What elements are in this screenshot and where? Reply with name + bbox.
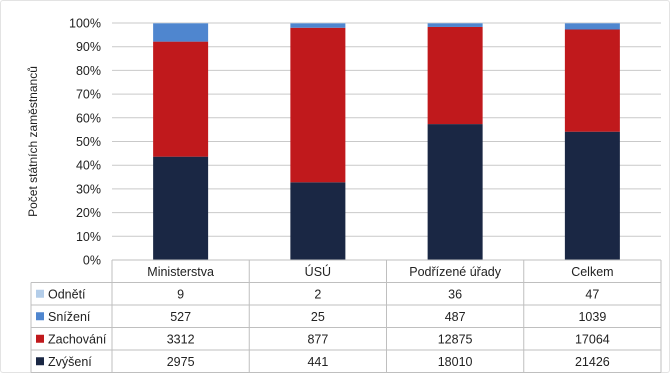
bar-segment: [290, 28, 345, 183]
data-value: 21426: [575, 355, 610, 369]
category-label: Celkem: [571, 265, 613, 279]
bar-segment: [290, 23, 345, 27]
data-value: 2: [314, 287, 321, 301]
legend-swatch: [36, 357, 44, 365]
bar-segment: [428, 23, 483, 27]
legend-label: Zachování: [48, 332, 107, 346]
y-axis: 0% 10% 20% 30% 40% 50% 60% 70% 80% 90% 100%: [69, 17, 101, 268]
y-tick-label: 20%: [76, 206, 101, 220]
category-label: Ministerstva: [147, 265, 214, 279]
data-value: 12875: [438, 332, 473, 346]
bar-segment: [565, 30, 620, 132]
data-value: 441: [307, 355, 328, 369]
legend-label: Snížení: [48, 310, 91, 324]
data-table: Ministerstva ÚSÚ Podřízené úřady Celkem Odně…: [31, 260, 661, 373]
y-tick-label: 60%: [76, 111, 101, 125]
y-tick-label: 70%: [76, 88, 101, 102]
y-tick-label: 100%: [69, 17, 101, 31]
y-tick-label: 90%: [76, 40, 101, 54]
bar-segment: [428, 124, 483, 260]
data-value: 36: [448, 287, 462, 301]
legend-swatch: [36, 312, 44, 320]
data-value: 527: [170, 310, 191, 324]
y-tick-label: 40%: [76, 159, 101, 173]
bar-segment: [153, 23, 208, 41]
y-axis-label: Počet státních zaměstnanců: [26, 66, 40, 217]
y-tick-label: 50%: [76, 135, 101, 149]
legend-swatch: [36, 335, 44, 343]
bar-segment: [565, 132, 620, 260]
y-tick-label: 30%: [76, 182, 101, 196]
y-tick-label: 10%: [76, 230, 101, 244]
category-label: Podřízené úřady: [409, 265, 501, 279]
data-value: 18010: [438, 355, 473, 369]
data-value: 9: [177, 287, 184, 301]
category-label: ÚSÚ: [305, 264, 331, 279]
legend-swatch: [36, 290, 44, 298]
data-value: 487: [445, 310, 466, 324]
bar-segment: [428, 27, 483, 124]
data-value: 47: [585, 287, 599, 301]
y-tick-label: 80%: [76, 64, 101, 78]
data-value: 3312: [167, 332, 195, 346]
bar-segment: [565, 23, 620, 29]
legend-label: Odnětí: [48, 287, 86, 301]
bar-segment: [153, 42, 208, 157]
data-value: 17064: [575, 332, 610, 346]
legend-label: Zvýšení: [48, 355, 92, 369]
y-tick-label: 0%: [83, 254, 101, 268]
data-value: 2975: [167, 355, 195, 369]
data-value: 25: [311, 310, 325, 324]
data-value: 1039: [578, 310, 606, 324]
bar-segment: [290, 182, 345, 260]
data-value: 877: [307, 332, 328, 346]
bar-segment: [153, 157, 208, 260]
